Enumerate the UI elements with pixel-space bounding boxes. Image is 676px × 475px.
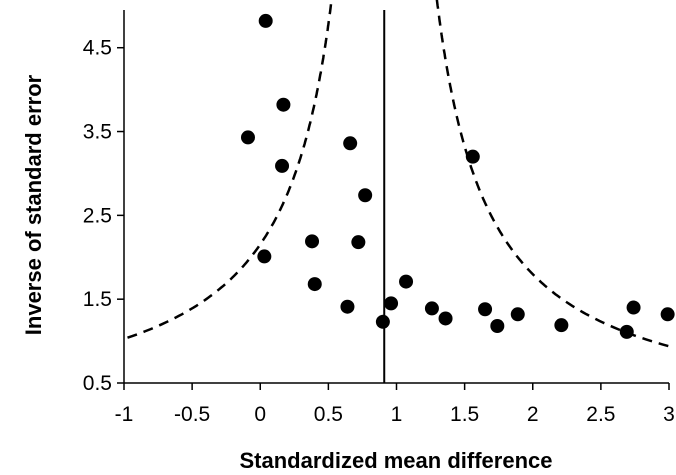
y-axis-title: Inverse of standard error — [21, 74, 46, 335]
study-point — [399, 274, 414, 289]
x-tick-label: -1 — [115, 403, 134, 426]
y-axis-ticks: 0.5 1.5 2.5 3.5 4.5 — [83, 37, 124, 395]
x-tick-label: 3 — [663, 403, 675, 426]
study-point — [424, 301, 439, 316]
study-point — [660, 307, 675, 322]
y-tick-label: 0.5 — [83, 372, 112, 395]
study-point — [307, 277, 322, 292]
study-point — [305, 234, 320, 249]
study-point — [258, 13, 273, 28]
study-point — [240, 130, 255, 145]
x-tick-label: 1.5 — [450, 403, 479, 426]
study-point — [554, 318, 569, 333]
x-tick-label: 0.5 — [314, 403, 343, 426]
axes — [123, 10, 669, 384]
funnel-confidence-lines — [127, 0, 669, 348]
x-tick-label: -0.5 — [174, 403, 210, 426]
study-point — [490, 319, 505, 334]
study-point — [384, 296, 399, 311]
study-point — [358, 188, 373, 203]
study-point — [465, 149, 480, 164]
study-point — [343, 136, 358, 151]
x-axis-title: Standardized mean difference — [240, 448, 553, 473]
study-point — [478, 302, 493, 317]
study-point — [257, 249, 272, 264]
study-point — [626, 300, 641, 315]
funnel-line-left — [127, 0, 333, 339]
y-tick-label: 1.5 — [83, 288, 112, 311]
y-tick-label: 4.5 — [83, 37, 112, 60]
y-tick-label: 3.5 — [83, 121, 112, 144]
x-axis-ticks: -1 -0.5 0 0.5 1 1.5 2 2.5 3 — [115, 383, 675, 426]
x-tick-label: 2.5 — [586, 403, 615, 426]
study-points — [240, 13, 675, 339]
study-point — [351, 235, 366, 250]
study-point — [438, 311, 453, 326]
study-point — [375, 314, 390, 329]
x-tick-label: 0 — [254, 403, 266, 426]
study-point — [510, 307, 525, 322]
study-point — [340, 299, 355, 314]
study-point — [276, 97, 291, 112]
x-tick-label: 1 — [391, 403, 403, 426]
study-point — [619, 324, 634, 339]
x-tick-label: 2 — [527, 403, 539, 426]
y-tick-label: 2.5 — [83, 204, 112, 227]
funnel-line-right — [435, 0, 669, 348]
study-point — [275, 158, 290, 173]
